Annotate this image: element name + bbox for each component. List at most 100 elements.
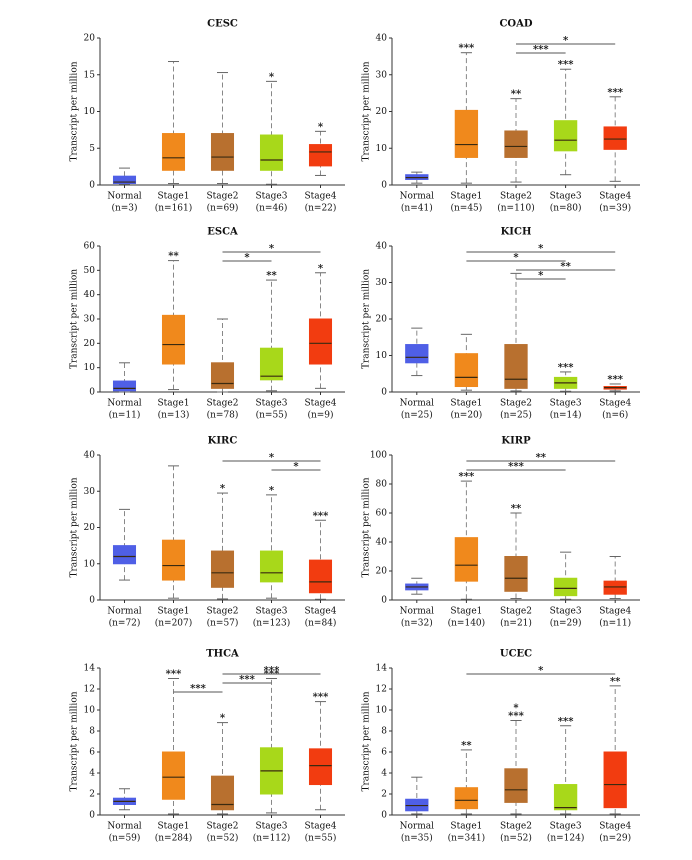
significance: ***: [607, 87, 623, 98]
n-label: (n=59): [109, 833, 141, 844]
y-tick-label: 40: [376, 242, 388, 252]
n-label: (n=55): [256, 410, 288, 421]
n-label: (n=78): [207, 410, 239, 421]
bracket-label: *: [538, 666, 544, 677]
significance: ***: [166, 669, 182, 680]
n-label: (n=57): [207, 618, 239, 629]
significance: *: [220, 713, 226, 724]
n-label: (n=124): [547, 833, 585, 844]
n-label: (n=69): [207, 203, 239, 214]
y-tick-label: 10: [84, 363, 96, 373]
n-label: (n=341): [448, 833, 486, 844]
significance: **: [511, 89, 522, 100]
x-tick-label: Stage3: [550, 399, 582, 409]
n-label: (n=3): [111, 203, 137, 214]
x-tick-label: Stage1: [158, 607, 190, 617]
n-label: (n=29): [550, 618, 582, 629]
x-tick-label: Stage1: [450, 607, 482, 617]
y-tick-label: 5: [89, 144, 95, 154]
n-label: (n=11): [109, 410, 141, 421]
x-tick-label: Stage4: [599, 192, 631, 202]
box: [504, 344, 528, 389]
n-label: (n=39): [599, 203, 631, 214]
y-axis-label: Transcript per million: [362, 269, 372, 369]
x-tick-label: Stage1: [450, 399, 482, 409]
n-label: (n=20): [450, 410, 482, 421]
y-tick-label: 40: [84, 290, 96, 300]
n-label: (n=161): [155, 203, 193, 214]
significance: *: [220, 484, 226, 495]
significance: ***: [313, 692, 329, 703]
x-tick-label: Stage3: [550, 822, 582, 832]
y-tick-label: 8: [381, 727, 387, 737]
x-tick-label: Stage2: [500, 607, 532, 617]
n-label: (n=207): [155, 618, 193, 629]
y-tick-label: 0: [381, 596, 387, 606]
y-tick-label: 60: [84, 242, 96, 252]
box: [259, 550, 284, 583]
box: [553, 784, 578, 811]
n-label: (n=80): [550, 203, 582, 214]
n-label: (n=46): [256, 203, 288, 214]
y-axis-label: Transcript per million: [70, 477, 80, 577]
n-label: (n=45): [450, 203, 482, 214]
n-label: (n=22): [305, 203, 337, 214]
x-tick-label: Stage1: [450, 822, 482, 832]
n-label: (n=14): [550, 410, 582, 421]
box: [553, 120, 578, 152]
bracket-label: *: [538, 271, 544, 282]
x-tick-label: Stage3: [550, 607, 582, 617]
x-tick-label: Stage2: [500, 399, 532, 409]
significance: *: [513, 703, 519, 714]
x-tick-label: Normal: [107, 822, 141, 832]
x-tick-label: Stage1: [450, 192, 482, 202]
box: [161, 314, 186, 365]
chart-title: ESCA: [207, 227, 238, 238]
box: [112, 175, 137, 185]
n-label: (n=21): [500, 618, 532, 629]
y-tick-label: 10: [84, 706, 96, 716]
y-tick-label: 30: [376, 278, 388, 288]
x-tick-label: Normal: [400, 192, 434, 202]
y-tick-label: 10: [84, 559, 96, 569]
y-tick-label: 14: [376, 664, 388, 674]
x-tick-label: Stage4: [599, 822, 631, 832]
significance: **: [168, 251, 179, 262]
n-label: (n=123): [253, 618, 291, 629]
x-tick-label: Stage4: [305, 399, 337, 409]
x-tick-label: Stage3: [256, 399, 288, 409]
bracket-label: ***: [239, 675, 255, 686]
y-tick-label: 12: [84, 685, 95, 695]
y-tick-label: 30: [376, 70, 388, 80]
bracket-label: ***: [190, 684, 206, 695]
n-label: (n=84): [305, 618, 337, 629]
x-tick-label: Stage2: [207, 822, 239, 832]
n-label: (n=9): [307, 410, 333, 421]
y-tick-label: 10: [376, 144, 388, 154]
x-tick-label: Stage2: [500, 192, 532, 202]
box: [308, 144, 333, 167]
box: [308, 748, 333, 786]
y-tick-label: 0: [381, 388, 387, 398]
significance: ***: [508, 711, 524, 722]
chart-title: CESC: [207, 19, 238, 30]
y-tick-label: 40: [376, 34, 388, 44]
bracket-label: *: [293, 462, 299, 473]
significance: ***: [459, 472, 475, 483]
x-tick-label: Stage4: [305, 607, 337, 617]
significance: **: [511, 504, 522, 515]
significance: ***: [558, 60, 574, 71]
n-label: (n=41): [401, 203, 433, 214]
significance: ***: [607, 374, 623, 385]
n-label: (n=11): [599, 618, 631, 629]
y-axis-label: Transcript per million: [70, 691, 80, 791]
x-tick-label: Normal: [400, 399, 434, 409]
significance: *: [318, 263, 324, 274]
chart-title: COAD: [499, 19, 532, 30]
y-tick-label: 0: [89, 811, 95, 821]
y-tick-label: 0: [89, 388, 95, 398]
box: [454, 787, 479, 810]
box: [210, 362, 235, 389]
x-tick-label: Stage3: [256, 822, 288, 832]
y-tick-label: 40: [84, 451, 96, 461]
